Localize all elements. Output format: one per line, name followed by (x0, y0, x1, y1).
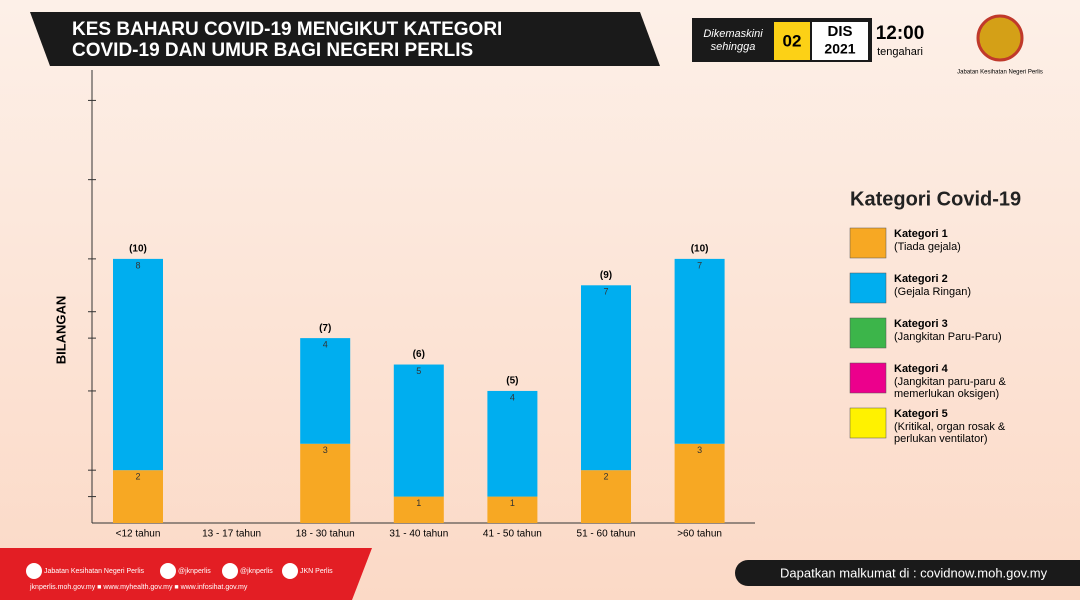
legend-swatch (849, 362, 887, 394)
social-icon (160, 563, 176, 579)
bar-value: 8 (135, 260, 140, 270)
bar-segment (113, 470, 163, 523)
legend-name: Kategori 2 (894, 273, 948, 285)
bar-segment (300, 338, 351, 444)
legend-desc: (Tiada gejala) (894, 241, 961, 253)
legend-title: Kategori Covid-19 (850, 188, 1021, 210)
legend-desc: (Jangkitan Paru-Paru) (894, 331, 1002, 343)
social-icon (26, 563, 42, 579)
legend-swatch (849, 407, 887, 439)
legend-desc: (Kritikal, organ rosak & (894, 421, 1006, 433)
bar-segment (113, 258, 163, 471)
legend-name: Kategori 1 (894, 228, 948, 240)
bar-value: 7 (697, 260, 702, 270)
updated-label: Dikemaskini (703, 28, 763, 40)
x-tick-label: 41 - 50 tahun (483, 529, 542, 540)
legend-name: Kategori 3 (894, 318, 948, 330)
legend-desc: memerlukan oksigen) (894, 388, 999, 400)
bar-segment (581, 470, 631, 523)
total-label: (10) (129, 244, 147, 255)
month: DIS (827, 23, 852, 40)
bar-value: 2 (603, 472, 608, 482)
crest (976, 14, 1024, 62)
bar-value: 3 (323, 445, 328, 455)
legend-swatch (849, 317, 887, 349)
bar-segment (487, 390, 538, 497)
social-handle: @jknperlis (240, 568, 273, 575)
month-box (812, 22, 868, 60)
social-icon (282, 563, 298, 579)
footer-banner (0, 548, 372, 600)
x-tick-label: 18 - 30 tahun (296, 529, 355, 540)
total-label: (7) (319, 323, 331, 334)
total-label: (10) (691, 244, 709, 255)
total-label: (6) (413, 349, 425, 360)
x-tick-label: >60 tahun (677, 529, 722, 540)
day-box (774, 22, 810, 60)
legend-swatch (849, 272, 887, 304)
title: KES BAHARU COVID-19 MENGIKUT KATEGORI (72, 19, 502, 40)
bar-segment (300, 443, 351, 523)
legend-desc: perlukan ventilator) (894, 433, 988, 445)
legend-desc: (Jangkitan paru-paru & (894, 376, 1007, 388)
period: tengahari (877, 46, 923, 58)
info: Dapatkan malkumat di : covidnow.moh.gov.… (780, 565, 1048, 580)
bar-segment (393, 364, 444, 497)
bar-segment (674, 258, 725, 444)
agency: Jabatan Kesihatan Negeri Perlis (957, 70, 1043, 76)
legend-desc: (Gejala Ringan) (894, 286, 971, 298)
bar-value: 2 (135, 472, 140, 482)
bar-segment (581, 285, 631, 471)
bar-value: 7 (603, 287, 608, 297)
updated-label: sehingga (711, 41, 756, 53)
bar-value: 4 (323, 339, 328, 349)
links: jknperlis.moh.gov.my ■ www.myhealth.gov.… (29, 584, 248, 591)
bar-segment (674, 443, 725, 523)
x-tick-label: 51 - 60 tahun (577, 529, 636, 540)
bar-segment (393, 496, 444, 523)
legend-name: Kategori 4 (894, 363, 949, 375)
title-banner (30, 12, 660, 66)
bar-value: 5 (416, 366, 421, 376)
social-handle: JKN Perlis (300, 568, 333, 575)
title: COVID-19 DAN UMUR BAGI NEGERI PERLIS (72, 40, 473, 61)
legend-swatch (849, 227, 887, 259)
year: 2021 (824, 41, 855, 57)
total-label: (9) (600, 270, 612, 281)
time: 12:00 (876, 23, 925, 44)
x-tick-label: <12 tahun (116, 529, 161, 540)
info-banner (735, 560, 1080, 586)
x-tick-label: 31 - 40 tahun (389, 529, 448, 540)
day: 02 (783, 31, 802, 50)
bar-value: 4 (510, 392, 515, 402)
social-handle: Jabatan Kesihatan Negeri Perlis (44, 568, 145, 575)
social-icon (222, 563, 238, 579)
x-tick-label: 13 - 17 tahun (202, 529, 261, 540)
bar-value: 1 (416, 498, 421, 508)
social-handle: @jknperlis (178, 568, 211, 575)
y-axis-label: BILANGAN (53, 296, 68, 365)
total-label: (5) (506, 376, 518, 387)
bar-segment (487, 496, 538, 523)
bar-value: 1 (510, 498, 515, 508)
bar-value: 3 (697, 445, 702, 455)
legend-name: Kategori 5 (894, 408, 948, 420)
